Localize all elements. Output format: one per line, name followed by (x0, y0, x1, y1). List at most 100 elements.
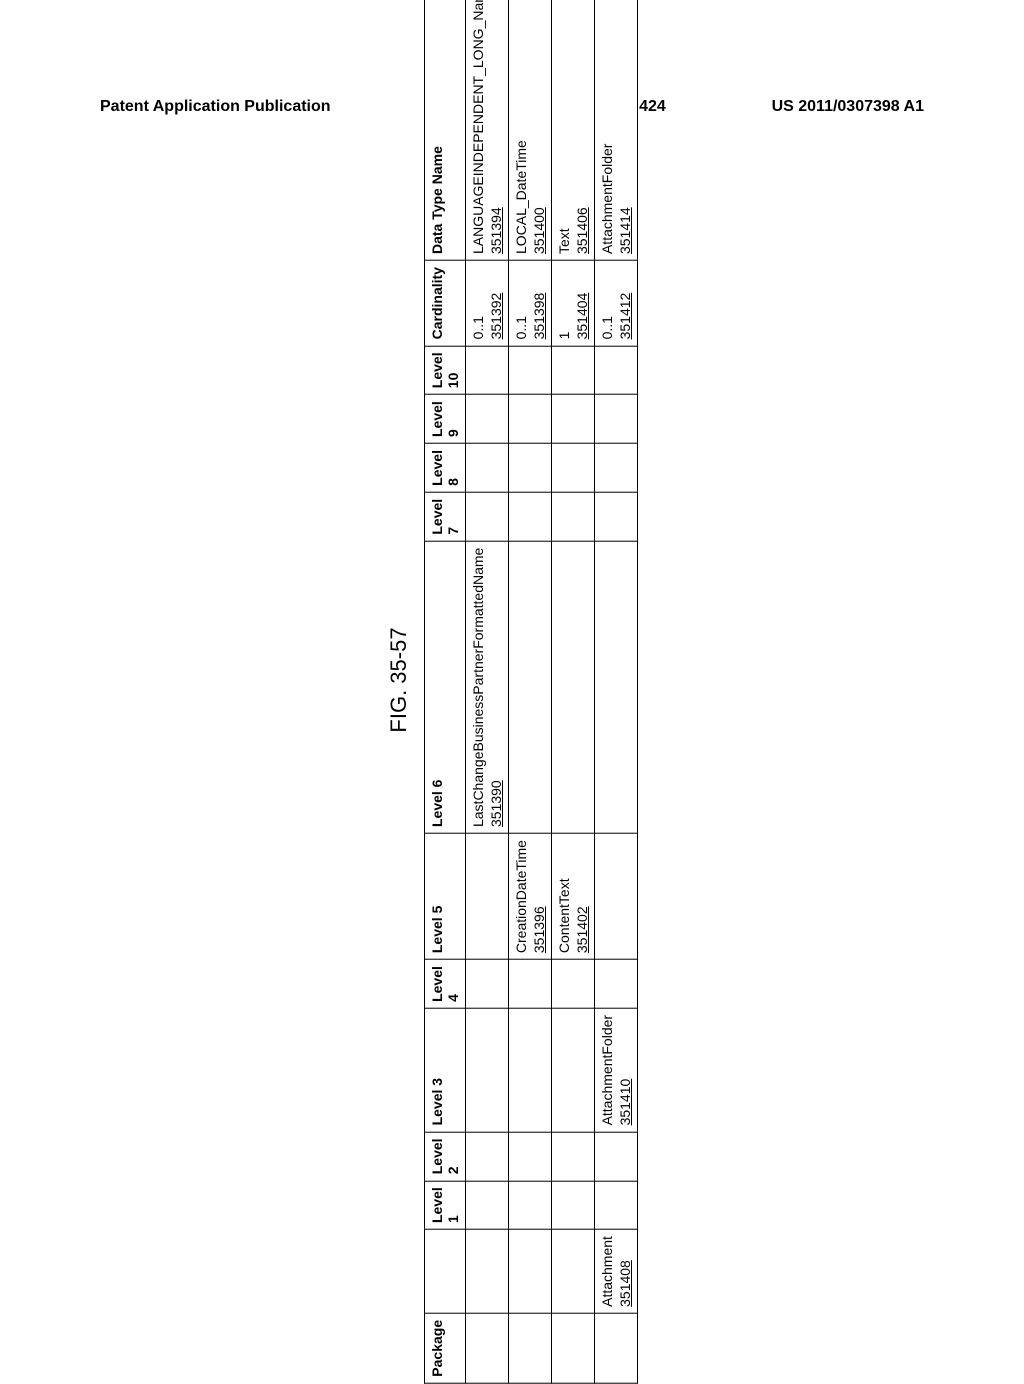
figure-area: FIG. 35-57 Package Level 1 Level 2 Level… (150, 170, 874, 1190)
reference-number: 351412 (617, 267, 633, 339)
cell-datatype: AttachmentFolder351414 (595, 0, 638, 261)
cell-l9 (466, 395, 509, 444)
cell-l7 (466, 492, 509, 541)
cell-l9 (595, 395, 638, 444)
cell-l5: ContentText351402 (552, 834, 595, 960)
cell-package (509, 1313, 552, 1383)
table-header-row: Package Level 1 Level 2 Level 3 Level 4 … (425, 0, 466, 1383)
cell-l9 (552, 395, 595, 444)
cell-l8 (466, 444, 509, 493)
table-row: LastChangeBusinessPartnerFormattedName35… (466, 0, 509, 1383)
cell-text: LANGUAGEINDEPENDENT_LONG_Name (470, 0, 486, 254)
table-row: Attachment351408AttachmentFolder3514100.… (595, 0, 638, 1383)
cell-l6: LastChangeBusinessPartnerFormattedName35… (466, 541, 509, 833)
cell-wide (509, 1230, 552, 1314)
cell-text: LastChangeBusinessPartnerFormattedName (470, 548, 486, 827)
col-cardin: Cardinality (425, 261, 466, 346)
cell-l5 (595, 834, 638, 960)
cell-l6 (509, 541, 552, 833)
col-level4: Level 4 (425, 960, 466, 1009)
cell-l7 (595, 492, 638, 541)
cell-l8 (509, 444, 552, 493)
cell-l3: AttachmentFolder351410 (595, 1008, 638, 1132)
reference-number: 351400 (531, 0, 547, 254)
cell-l2 (552, 1132, 595, 1181)
cell-l5 (466, 834, 509, 960)
reference-number: 351406 (574, 0, 590, 254)
reference-number: 351396 (531, 840, 547, 953)
cell-text: Attachment (599, 1236, 615, 1307)
cell-datatype: Text351406 (552, 0, 595, 261)
cell-wide (552, 1230, 595, 1314)
cell-l1 (509, 1181, 552, 1230)
cell-l6 (552, 541, 595, 833)
cell-l10 (509, 346, 552, 395)
cell-cardin: 0..1351398 (509, 261, 552, 346)
data-table: Package Level 1 Level 2 Level 3 Level 4 … (424, 0, 638, 1384)
reference-number: 351404 (574, 267, 590, 339)
cell-l1 (552, 1181, 595, 1230)
col-level5: Level 5 (425, 834, 466, 960)
col-level10: Level 10 (425, 346, 466, 395)
reference-number: 351392 (488, 267, 504, 339)
reference-number: 351394 (488, 0, 504, 254)
cell-text: CreationDateTime (513, 840, 529, 953)
reference-number: 351390 (488, 548, 504, 827)
cell-text: 0..1 (470, 316, 486, 339)
cell-l8 (595, 444, 638, 493)
col-datatype: Data Type Name (425, 0, 466, 261)
cell-l4 (466, 960, 509, 1009)
cell-package (595, 1313, 638, 1383)
col-package: Package (425, 1313, 466, 1383)
cell-datatype: LOCAL_DateTime351400 (509, 0, 552, 261)
reference-number: 351414 (617, 0, 633, 254)
cell-l2 (595, 1132, 638, 1181)
cell-l10 (595, 346, 638, 395)
cell-l9 (509, 395, 552, 444)
cell-cardin: 0..1351392 (466, 261, 509, 346)
cell-l1 (466, 1181, 509, 1230)
cell-l7 (509, 492, 552, 541)
col-level2: Level 2 (425, 1132, 466, 1181)
reference-number: 351402 (574, 840, 590, 953)
cell-l4 (509, 960, 552, 1009)
header-left: Patent Application Publication (100, 98, 331, 116)
cell-l2 (466, 1132, 509, 1181)
reference-number: 351408 (617, 1236, 633, 1307)
header-right: US 2011/0307398 A1 (772, 98, 924, 116)
reference-number: 351398 (531, 267, 547, 339)
col-level7: Level 7 (425, 492, 466, 541)
cell-l1 (595, 1181, 638, 1230)
figure-caption: FIG. 35-57 (386, 0, 412, 1384)
table-row: ContentText3514021351404Text351406 (552, 0, 595, 1383)
cell-text: 0..1 (599, 316, 615, 339)
rotated-figure: FIG. 35-57 Package Level 1 Level 2 Level… (386, 0, 638, 1384)
cell-cardin: 1351404 (552, 261, 595, 346)
cell-l4 (595, 960, 638, 1009)
cell-l4 (552, 960, 595, 1009)
col-level9: Level 9 (425, 395, 466, 444)
cell-l2 (509, 1132, 552, 1181)
cell-text: 0..1 (513, 316, 529, 339)
cell-text: AttachmentFolder (599, 1015, 615, 1126)
cell-text: LOCAL_DateTime (513, 140, 529, 254)
col-wide (425, 1230, 466, 1314)
cell-l3 (552, 1008, 595, 1132)
table-row: CreationDateTime3513960..1351398LOCAL_Da… (509, 0, 552, 1383)
cell-l7 (552, 492, 595, 541)
cell-l10 (466, 346, 509, 395)
cell-datatype: LANGUAGEINDEPENDENT_LONG_Name351394 (466, 0, 509, 261)
col-level6: Level 6 (425, 541, 466, 833)
cell-text: AttachmentFolder (599, 144, 615, 255)
cell-wide (466, 1230, 509, 1314)
cell-l3 (466, 1008, 509, 1132)
reference-number: 351410 (617, 1015, 633, 1126)
cell-l8 (552, 444, 595, 493)
cell-text: Text (556, 228, 572, 254)
table-body: LastChangeBusinessPartnerFormattedName35… (466, 0, 638, 1383)
col-level3: Level 3 (425, 1008, 466, 1132)
cell-l3 (509, 1008, 552, 1132)
cell-l5: CreationDateTime351396 (509, 834, 552, 960)
cell-package (552, 1313, 595, 1383)
col-level8: Level 8 (425, 444, 466, 493)
